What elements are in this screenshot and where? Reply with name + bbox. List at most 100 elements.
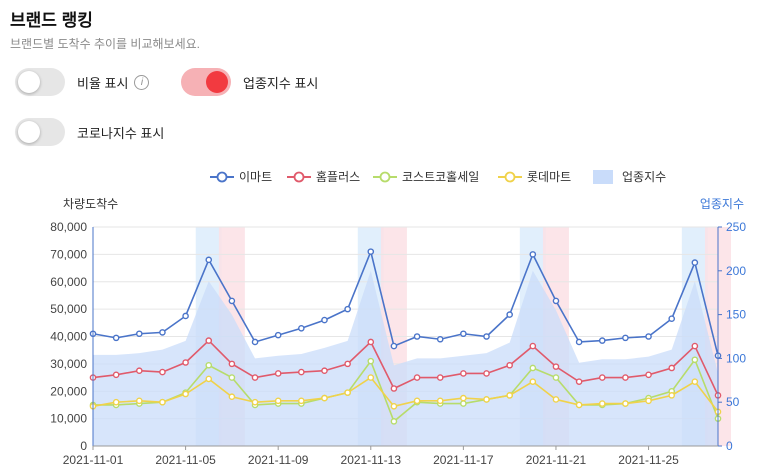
y-tick-label: 70,000 <box>50 247 87 261</box>
x-tick-label: 2021-11-05 <box>155 453 216 467</box>
series-3-point <box>622 400 629 407</box>
series-0-point <box>506 311 513 318</box>
series-0-point <box>135 330 143 338</box>
series-lines <box>89 248 722 425</box>
series-1-point <box>622 374 629 381</box>
series-0-point <box>251 338 259 346</box>
x-tick-label: 2021-11-25 <box>618 453 679 467</box>
y2-tick-label: 250 <box>726 220 746 234</box>
series-3-point <box>344 389 351 396</box>
series-0-point <box>344 305 351 313</box>
series-1-point <box>691 342 699 350</box>
covid-index-toggle-label: 코로나지수 표시 <box>77 125 165 141</box>
info-icon[interactable]: i <box>134 74 150 90</box>
legend-label: 이마트 <box>239 170 272 184</box>
series-0-point <box>274 331 282 339</box>
y-tick-label: 20,000 <box>50 384 87 398</box>
series-0-point <box>182 312 189 320</box>
series-1-point <box>460 370 467 377</box>
series-3-point <box>552 396 560 403</box>
x-tick-label: 2021-11-21 <box>526 453 587 467</box>
series-2-point <box>390 418 398 425</box>
series-2-point <box>205 361 213 369</box>
series-3-point <box>182 390 189 398</box>
series-3-line <box>92 376 719 413</box>
industry-index-toggle-label: 업종지수 표시 <box>243 75 319 91</box>
series-3-point <box>159 398 166 406</box>
series-3-point <box>668 392 676 399</box>
legend: 이마트 홈플러스 코스트코홀세일 롯데마트 업종지수 <box>210 170 666 184</box>
series-1-point <box>321 367 328 375</box>
series-1-point <box>251 374 259 381</box>
x-tick-label: 2021-11-13 <box>341 453 402 467</box>
series-3-point <box>298 397 305 405</box>
y2-tick-label: 0 <box>726 439 733 453</box>
series-3-point <box>460 394 467 402</box>
series-3-point <box>483 396 490 403</box>
series-2-point <box>529 364 537 372</box>
ratio-toggle[interactable] <box>15 68 65 96</box>
series-0-point <box>552 297 560 305</box>
legend-swatch-marker <box>504 171 516 183</box>
series-3-point <box>413 397 421 405</box>
series-0-point <box>668 315 676 323</box>
series-1-point <box>159 368 166 376</box>
y-tick-label: 30,000 <box>50 357 87 371</box>
series-1-point <box>413 374 421 381</box>
series-1-point <box>205 337 213 344</box>
legend-swatch-marker <box>293 171 305 183</box>
series-3-point <box>575 401 583 409</box>
series-3-point <box>251 398 259 406</box>
series-3-point <box>367 374 375 381</box>
series-0-point <box>112 334 120 342</box>
legend-item-0[interactable]: 이마트 <box>210 170 272 184</box>
series-0-point <box>159 329 166 336</box>
legend-label: 홈플러스 <box>316 170 360 184</box>
series-1-point <box>529 342 537 350</box>
legend-label: 코스트코홀세일 <box>402 170 479 184</box>
series-1-point <box>645 371 652 379</box>
legend-item-4[interactable]: 업종지수 <box>593 170 666 184</box>
series-0-point <box>575 338 583 346</box>
series-3-point <box>436 397 444 405</box>
legend-item-1[interactable]: 홈플러스 <box>287 170 360 184</box>
toggle-knob <box>18 121 40 143</box>
series-0-point <box>205 256 213 264</box>
series-3-point <box>506 392 513 399</box>
series-0-point <box>321 316 328 324</box>
series-1-point <box>182 359 189 366</box>
page-title: 브랜드 랭킹 <box>10 11 93 30</box>
series-0-point <box>645 333 652 340</box>
series-3-point <box>274 397 282 405</box>
series-1-point <box>668 364 676 372</box>
series-0-point <box>483 333 490 340</box>
series-0-point <box>390 342 398 350</box>
series-0-line <box>92 249 719 356</box>
series-2-point <box>228 374 236 381</box>
series-0-point <box>691 259 699 266</box>
x-tick-label: 2021-11-17 <box>433 453 494 467</box>
x-tick-label: 2021-11-01 <box>63 453 124 467</box>
series-3-point <box>691 378 699 385</box>
y-axis-title: 차량도착수 <box>63 197 118 211</box>
axes: 0 10,000 20,000 30,000 40,000 50,000 60,000 70,… <box>50 220 746 467</box>
series-3-point <box>205 375 213 383</box>
series-1-point <box>274 370 282 377</box>
ratio-toggle-label: 비율 표시 <box>77 75 129 91</box>
y-tick-label: 60,000 <box>50 275 87 289</box>
legend-label: 업종지수 <box>622 170 666 184</box>
industry-index-toggle[interactable] <box>181 68 231 96</box>
toggle-knob <box>18 71 40 93</box>
legend-item-2[interactable]: 코스트코홀세일 <box>373 170 479 184</box>
series-3-point <box>529 378 537 385</box>
series-1-point <box>575 378 583 385</box>
series-1-point <box>344 360 351 368</box>
y-tick-label: 50,000 <box>50 302 87 316</box>
series-1-point <box>506 361 513 369</box>
series-0-point <box>622 334 629 342</box>
series-3-point <box>598 400 606 407</box>
y2-tick-label: 200 <box>726 264 746 278</box>
covid-index-toggle[interactable] <box>15 118 65 146</box>
series-0-point <box>298 324 305 332</box>
legend-item-3[interactable]: 롯데마트 <box>498 170 571 184</box>
